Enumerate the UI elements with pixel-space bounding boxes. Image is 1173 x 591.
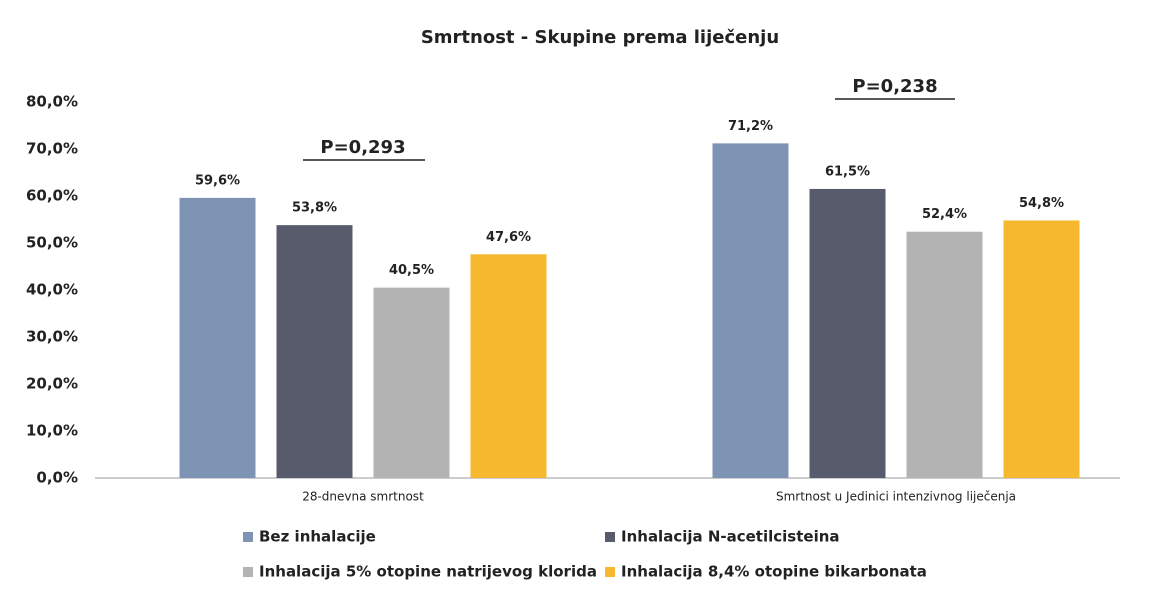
y-tick-label: 20,0% bbox=[26, 375, 78, 393]
bar bbox=[712, 143, 789, 479]
bar bbox=[276, 225, 353, 478]
y-tick-label: 0,0% bbox=[36, 469, 78, 487]
value-label: 71,2% bbox=[728, 119, 773, 134]
annotation: P=0,238 bbox=[852, 76, 937, 97]
legend-label: Inhalacija 5% otopine natrijevog klorida bbox=[259, 563, 597, 581]
bar bbox=[906, 231, 983, 478]
value-label: 54,8% bbox=[1019, 196, 1064, 211]
bar bbox=[1003, 220, 1080, 478]
value-label: 52,4% bbox=[922, 207, 967, 222]
x-tick-label: Smrtnost u Jedinici intenzivnog liječenj… bbox=[776, 490, 1016, 504]
value-label: 61,5% bbox=[825, 164, 870, 179]
value-label: 47,6% bbox=[486, 230, 531, 245]
y-tick-label: 60,0% bbox=[26, 187, 78, 205]
y-tick-label: 50,0% bbox=[26, 234, 78, 252]
y-tick-label: 40,0% bbox=[26, 281, 78, 299]
legend-swatch bbox=[605, 567, 615, 577]
annotation: P=0,293 bbox=[320, 137, 405, 158]
bar bbox=[470, 254, 547, 478]
legend-swatch bbox=[243, 532, 253, 542]
x-tick-label: 28-dnevna smrtnost bbox=[302, 490, 424, 504]
y-tick-label: 10,0% bbox=[26, 422, 78, 440]
value-label: 59,6% bbox=[195, 173, 240, 188]
y-tick-label: 30,0% bbox=[26, 328, 78, 346]
bar bbox=[809, 188, 886, 478]
bar bbox=[179, 197, 256, 478]
legend-label: Bez inhalacije bbox=[259, 528, 376, 546]
legend-label: Inhalacija N-acetilcisteina bbox=[621, 528, 840, 546]
legend-swatch bbox=[605, 532, 615, 542]
legend-swatch bbox=[243, 567, 253, 577]
y-tick-label: 70,0% bbox=[26, 140, 78, 158]
value-label: 40,5% bbox=[389, 263, 434, 278]
bar bbox=[373, 287, 450, 478]
legend-label: Inhalacija 8,4% otopine bikarbonata bbox=[621, 563, 927, 581]
value-label: 53,8% bbox=[292, 201, 337, 216]
chart-title: Smrtnost - Skupine prema liječenju bbox=[421, 27, 779, 48]
y-tick-label: 80,0% bbox=[26, 93, 78, 111]
